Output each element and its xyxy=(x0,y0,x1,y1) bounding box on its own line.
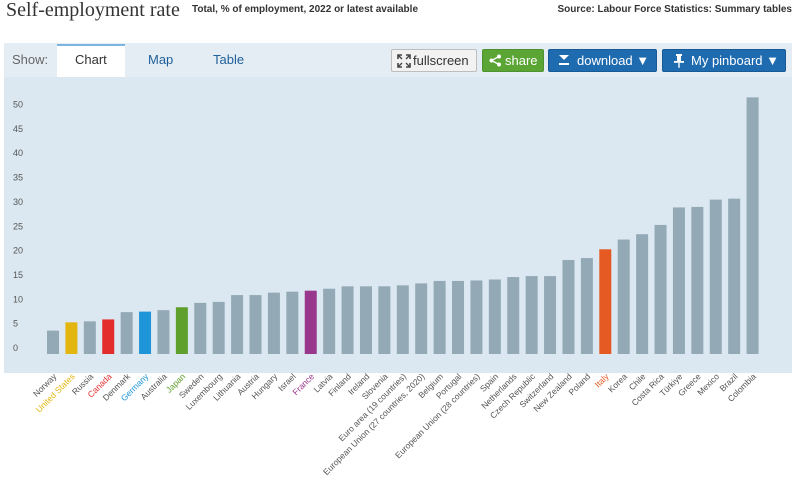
download-icon xyxy=(559,55,569,65)
tab-chart[interactable]: Chart xyxy=(75,52,107,67)
bar-korea[interactable] xyxy=(617,239,630,354)
x-tick-label: Korea xyxy=(606,371,629,394)
bar-germany[interactable] xyxy=(139,311,152,354)
tab-chart-container[interactable] xyxy=(57,44,125,77)
bar-poland[interactable] xyxy=(580,258,593,354)
bar-portugal[interactable] xyxy=(452,280,465,354)
y-tick-label: 25 xyxy=(13,221,23,231)
bar-latvia[interactable] xyxy=(323,288,336,354)
bar-costa-rica[interactable] xyxy=(654,224,667,354)
y-tick-label: 10 xyxy=(13,294,23,304)
download-label: download ▼ xyxy=(577,53,650,68)
y-tick-label: 0 xyxy=(13,343,18,353)
bar-chile[interactable] xyxy=(636,234,649,354)
bar-israel[interactable] xyxy=(286,291,299,354)
bar-denmark[interactable] xyxy=(120,312,133,354)
chart-toolbar: Show: Chart Map Table fullscreen share d… xyxy=(4,43,792,77)
bar-t-rkiye[interactable] xyxy=(672,207,685,354)
bar-italy[interactable] xyxy=(599,249,612,354)
page-title: Self-employment rate xyxy=(6,0,180,21)
y-tick-label: 45 xyxy=(13,124,23,134)
y-tick-label: 35 xyxy=(13,173,23,183)
expand-icon xyxy=(397,54,411,68)
bar-lithuania[interactable] xyxy=(231,295,244,354)
bar-new-zealand[interactable] xyxy=(562,260,575,354)
bar-finland[interactable] xyxy=(341,286,354,354)
y-tick-label: 15 xyxy=(13,270,23,280)
bar-slovenia[interactable] xyxy=(378,286,391,354)
y-tick-label: 50 xyxy=(13,100,23,110)
pin-icon xyxy=(674,54,684,68)
pinboard-label: My pinboard ▼ xyxy=(691,53,780,68)
bar-brazil[interactable] xyxy=(728,198,741,354)
bar-united-states[interactable] xyxy=(65,322,78,354)
bar-sweden[interactable] xyxy=(194,302,207,354)
bar-austria[interactable] xyxy=(249,295,262,354)
y-tick-label: 40 xyxy=(13,148,23,158)
bar-mexico[interactable] xyxy=(709,199,722,354)
bar-switzerland[interactable] xyxy=(544,276,557,354)
bar-ireland[interactable] xyxy=(359,286,372,354)
source-note: Source: Labour Force Statistics: Summary… xyxy=(557,4,792,15)
share-button[interactable]: share xyxy=(482,49,544,72)
bar-colombia[interactable] xyxy=(746,97,759,354)
bar-czech-republic[interactable] xyxy=(525,276,538,354)
y-tick-label: 20 xyxy=(13,246,23,256)
share-icon xyxy=(489,54,501,67)
bar-russia[interactable] xyxy=(83,321,96,354)
share-label: share xyxy=(505,53,538,68)
chart-subtitle: Total, % of employment, 2022 or latest a… xyxy=(192,4,419,15)
tab-map[interactable]: Map xyxy=(148,52,174,67)
y-tick-label: 5 xyxy=(13,319,18,329)
bar-netherlands[interactable] xyxy=(507,277,520,354)
fullscreen-button[interactable]: fullscreen xyxy=(391,49,477,72)
download-button[interactable]: download ▼ xyxy=(548,49,657,72)
bar-european-union-27-countries-2020[interactable] xyxy=(415,283,428,354)
bar-france[interactable] xyxy=(304,290,317,354)
y-tick-label: 30 xyxy=(13,197,23,207)
bar-european-union-28-countries[interactable] xyxy=(470,280,483,354)
bar-greece[interactable] xyxy=(691,206,704,354)
bar-luxembourg[interactable] xyxy=(212,301,225,354)
fullscreen-label: fullscreen xyxy=(413,53,469,68)
bar-belgium[interactable] xyxy=(433,280,446,354)
bar-euro-area-19-countries[interactable] xyxy=(396,285,409,354)
pinboard-button[interactable]: My pinboard ▼ xyxy=(662,49,786,72)
bar-hungary[interactable] xyxy=(267,292,280,354)
bar-spain[interactable] xyxy=(488,279,501,354)
show-label: Show: xyxy=(12,52,49,67)
bar-norway[interactable] xyxy=(47,330,59,354)
tab-table[interactable]: Table xyxy=(213,52,245,67)
bar-australia[interactable] xyxy=(157,310,170,354)
bar-canada[interactable] xyxy=(102,319,115,354)
bar-japan[interactable] xyxy=(175,307,188,354)
